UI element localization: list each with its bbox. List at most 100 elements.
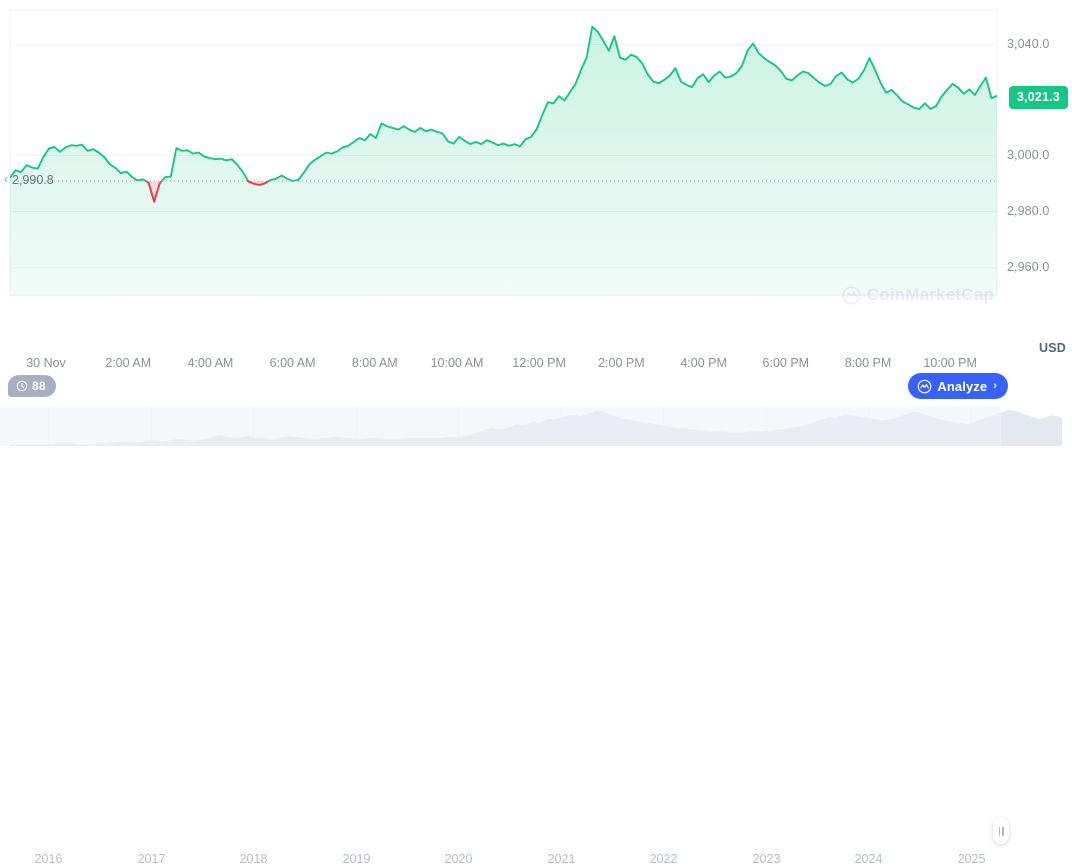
volume-bar: [910, 316, 914, 370]
volume-bar: [168, 305, 172, 370]
navigator-tick-label: 2020: [444, 852, 473, 866]
volume-bar: [484, 305, 488, 370]
main-chart-svg: [9, 9, 998, 371]
price-down-fill: [148, 181, 160, 202]
navigator-right-handle[interactable]: [993, 818, 1009, 844]
chart-footer-strip: 88 Analyze ›: [0, 370, 1072, 406]
volume-bar: [752, 305, 756, 370]
volume-bar: [337, 304, 341, 370]
volume-bar: [828, 308, 832, 371]
analyze-button[interactable]: Analyze ›: [908, 373, 1008, 399]
volume-bar: [250, 304, 254, 370]
x-tick-label: 8:00 PM: [844, 356, 892, 370]
volume-bar: [397, 304, 401, 370]
navigator-tick-label: 2022: [649, 852, 678, 866]
volume-bar: [670, 303, 674, 370]
volume-bar: [893, 313, 897, 370]
price-line-up-segment: [160, 147, 250, 182]
volume-bar: [741, 300, 745, 370]
volume-bar: [326, 306, 330, 370]
volume-bar: [572, 303, 576, 370]
range-navigator[interactable]: 2016 2017 2018 2019 2020 2021 2022 2023 2024 2025: [0, 406, 1072, 866]
cmc-circle-icon: [918, 379, 932, 393]
volume-bar: [157, 302, 161, 370]
x-tick-label: 12:00 PM: [512, 356, 566, 370]
handle-grip-bar: [998, 826, 1000, 836]
y-tick-label: 3,040.0: [1007, 36, 1050, 51]
volume-bar: [343, 306, 347, 370]
x-tick-label: 6:00 AM: [269, 356, 316, 370]
volume-bar: [152, 297, 156, 370]
volume-bar: [70, 304, 74, 370]
volume-bar: [92, 304, 96, 370]
volume-bar: [501, 305, 505, 370]
volume-bar: [86, 303, 90, 370]
volume-bar: [823, 309, 827, 370]
volume-bar: [839, 309, 843, 370]
volume-bar: [506, 304, 510, 370]
volume-bar: [588, 299, 592, 370]
volume-bar: [403, 306, 407, 370]
volume-bar: [419, 306, 423, 370]
y-tick-label: 2,980.0: [1007, 203, 1050, 218]
navigator-tick-label: 2024: [854, 852, 883, 866]
chevron-right-icon: ›: [993, 380, 997, 392]
volume-bar: [414, 305, 418, 370]
navigator-selection-mask[interactable]: [0, 406, 1001, 446]
volume-bar: [239, 303, 243, 370]
navigator-tick-label: 2023: [752, 852, 781, 866]
volume-bar: [904, 315, 908, 370]
volume-bar: [992, 325, 996, 370]
volume-bar: [315, 305, 319, 370]
volume-bar: [981, 321, 985, 370]
reference-value-label: 2,990.8: [12, 173, 54, 187]
volume-bar: [81, 305, 85, 370]
volume-bar: [163, 304, 167, 370]
handle-grip-bar: [1002, 826, 1004, 836]
volume-bar: [915, 315, 919, 370]
x-tick-label: 10:00 AM: [430, 356, 484, 370]
x-tick-label: 8:00 AM: [351, 356, 398, 370]
time-badge-value: 88: [32, 379, 46, 393]
price-line-down-segment: [247, 180, 270, 186]
price-line-up-segment: [267, 25, 997, 182]
volume-bar: [593, 303, 597, 370]
volume-bar: [10, 310, 14, 370]
volume-bar: [179, 304, 183, 370]
clock-icon: [16, 380, 28, 392]
analyze-label: Analyze: [937, 378, 988, 394]
volume-bar: [675, 305, 679, 370]
y-tick-label: 3,000.0: [1007, 147, 1050, 162]
volume-bar: [817, 311, 821, 370]
volume-bar: [332, 305, 336, 370]
volume-bar: [730, 304, 734, 370]
volume-bar: [97, 306, 101, 370]
volume-bar: [174, 303, 178, 370]
navigator-tick-label: 2021: [547, 852, 576, 866]
volume-bar: [899, 314, 903, 370]
main-price-chart[interactable]: 3,040.0 3,000.0 2,980.0 2,960.0 30 Nov 2:00 …: [0, 0, 1072, 370]
volume-bar: [75, 308, 79, 371]
price-line-down-segment: [144, 180, 163, 203]
time-count-badge[interactable]: 88: [8, 375, 56, 397]
volume-bar: [566, 305, 570, 370]
x-tick-label: 10:00 PM: [923, 356, 977, 370]
volume-bar: [21, 311, 25, 370]
price-area: [10, 26, 997, 295]
volume-bar: [408, 308, 412, 371]
x-tick-label: 4:00 PM: [680, 356, 727, 370]
volume-bar: [757, 306, 761, 370]
volume-bar: [234, 304, 238, 370]
volume-bar: [986, 323, 990, 370]
y-tick-label: 2,960.0: [1007, 259, 1050, 274]
currency-unit-label: USD: [1039, 341, 1066, 355]
x-tick-label: 2:00 PM: [598, 356, 645, 370]
navigator-tick-label: 2019: [342, 852, 371, 866]
volume-bar: [490, 308, 494, 371]
reference-arrow-icon: ‹: [4, 172, 9, 186]
volume-bar: [583, 302, 587, 370]
x-tick-label: 30 Nov: [26, 356, 66, 370]
navigator-tick-label: 2017: [137, 852, 166, 866]
volume-bar: [746, 303, 750, 370]
